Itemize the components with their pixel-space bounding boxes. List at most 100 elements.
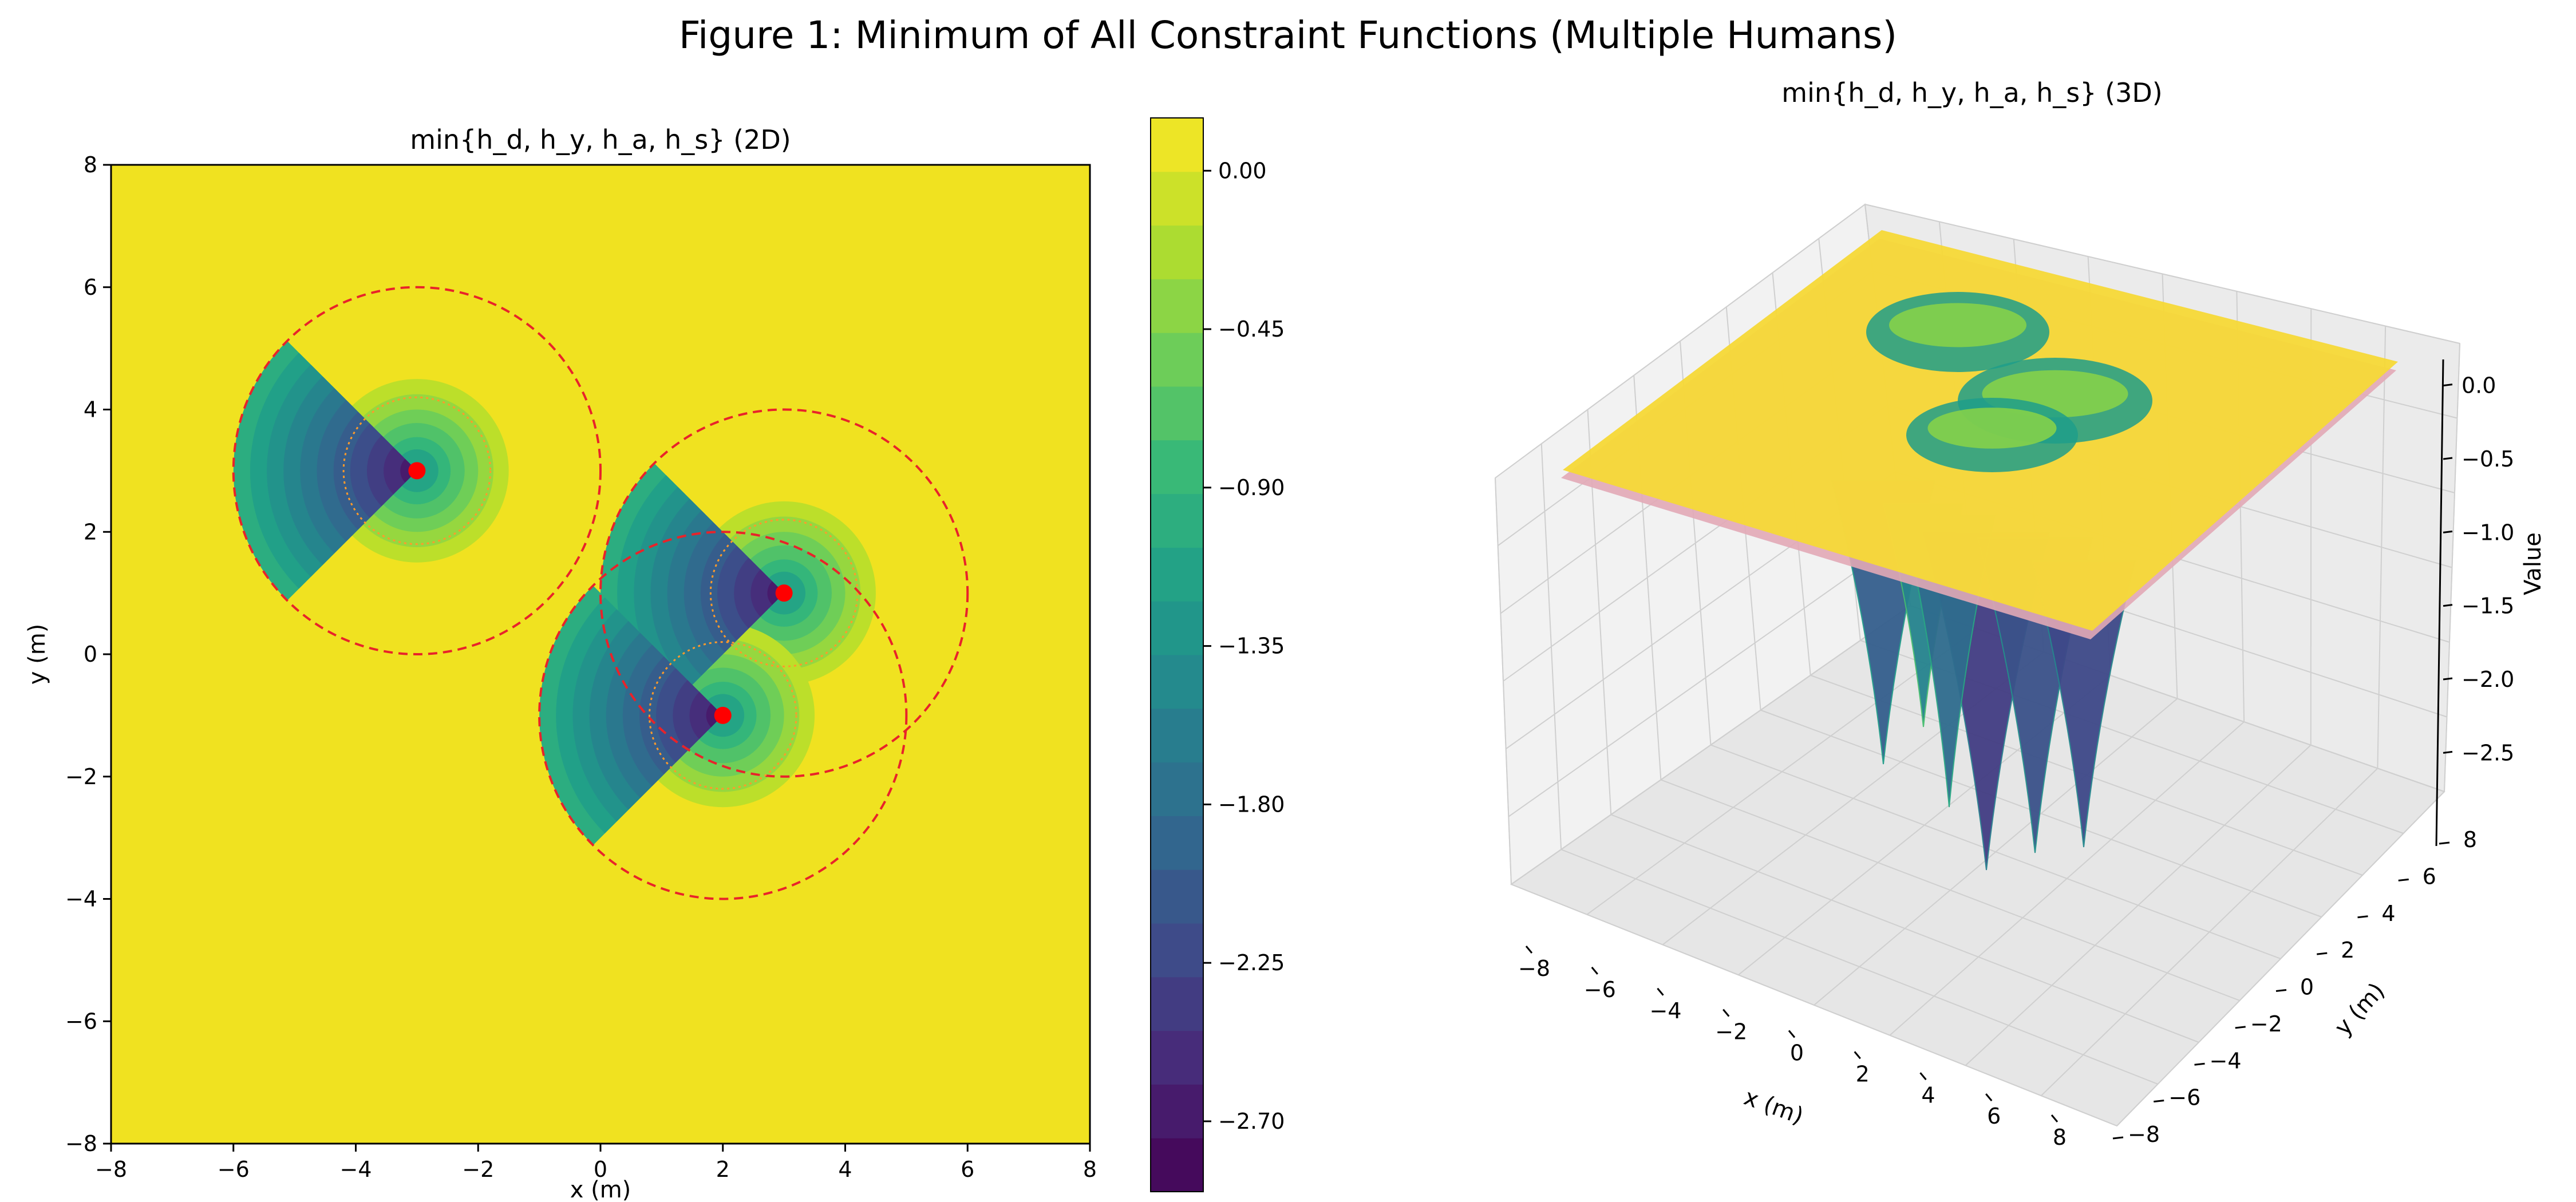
x-tick-label-3d: 2 (1856, 1061, 1870, 1086)
colorbar-band (1151, 547, 1203, 602)
y-tick-label-2d: −4 (65, 887, 97, 912)
colorbar-tick-label: −1.80 (1218, 792, 1285, 817)
panel-2d-title: min{h_d, h_y, h_a, h_s} (2D) (410, 124, 791, 155)
human-1-influence-circle (232, 286, 602, 655)
y-tick-label-3d: −8 (2128, 1122, 2160, 1147)
y-tick-3d (2317, 952, 2328, 955)
y-tick-3d (2275, 989, 2287, 992)
x-tick-label-2d: −4 (339, 1157, 372, 1182)
human-1-inner-circle (342, 396, 492, 545)
wall-grid-line (1495, 204, 1866, 479)
human-3-inner-circle (649, 641, 797, 790)
x-tick-label-2d: 6 (961, 1157, 974, 1182)
floor-grid-line (1710, 744, 2281, 959)
floor-grid-line (1760, 709, 2322, 918)
wall-grid-line (1508, 538, 1903, 817)
colorbar-band (1151, 171, 1203, 226)
floor-grid-line (1965, 745, 2312, 1066)
z-tick-3d (2443, 677, 2453, 681)
z-tick-3d (2443, 530, 2453, 533)
surface-hole-rim (1927, 408, 2057, 449)
y-tick-label-2d: 0 (84, 642, 97, 667)
x-tick-label-2d: −6 (218, 1157, 250, 1182)
panel-3d: min{h_d, h_y, h_a, h_s} (3D) −8 −6 −4 −2 0 2 4… (1494, 77, 2546, 1150)
human-3-influence-circle (538, 531, 908, 900)
heatmap-content (232, 286, 969, 900)
colorbar-tick-label: −0.45 (1218, 317, 1285, 342)
x-tick-label-2d: 4 (838, 1157, 852, 1182)
floor-grid-line (2116, 791, 2445, 1126)
axes-ticks-2d: −8 −6 −4 −2 0 2 4 6 8 −8 −6 −4 −2 0 2 4 6 8 (65, 152, 1097, 1182)
y-tick-3d (2439, 841, 2450, 845)
y-tick-label-3d: 2 (2341, 938, 2354, 963)
z-tick-label-3d: −1.5 (2462, 594, 2514, 619)
x-tick-label-3d: −4 (1649, 998, 1681, 1023)
x-tick-3d (1525, 946, 1533, 954)
x-tick-3d (1657, 987, 1664, 996)
colorbar-tick-label: 0.00 (1218, 158, 1267, 183)
x-tick-3d (1919, 1072, 1927, 1081)
x-tick-label-3d: −6 (1584, 977, 1616, 1002)
z-axis-label-3d: Value (2520, 532, 2546, 595)
colorbar-band (1151, 118, 1203, 172)
colorbar-band (1151, 1138, 1203, 1192)
y-tick-3d (2398, 878, 2409, 881)
human-2-influence-circle (599, 408, 969, 778)
z-tick-3d (2443, 604, 2453, 607)
colorbar-band (1151, 386, 1203, 441)
x-tick-label-3d: −8 (1518, 956, 1550, 981)
colorbar-band (1151, 976, 1203, 1031)
x-tick-label-3d: −2 (1715, 1019, 1747, 1045)
colorbar-band (1151, 708, 1203, 763)
z-tick-label-3d: −0.5 (2462, 446, 2514, 472)
y-tick-3d (2357, 915, 2368, 919)
y-axis-label-2d: y (m) (24, 624, 50, 685)
colorbar-band (1151, 1030, 1203, 1085)
y-tick-label-3d: −4 (2209, 1048, 2241, 1073)
axes-ticks-3d: −8 −6 −4 −2 0 2 4 6 8 −8 −6 −4 −2 0 2 4 6 8 0.0 −0.5 −1.0 −1.… (1518, 359, 2514, 1150)
panel-2d: min{h_d, h_y, h_a, h_s} (2D) −8 −6 −4 −2 0 2 4… (24, 124, 1097, 1202)
z-tick-label-3d: −2.0 (2462, 667, 2514, 692)
x-tick-label-3d: 6 (1987, 1104, 2001, 1129)
colorbar-band (1151, 440, 1203, 495)
y-tick-3d (2235, 1026, 2246, 1029)
colorbar-band (1151, 333, 1203, 387)
y-tick-label-2d: −2 (65, 764, 97, 789)
y-axis-label-3d: y (m) (2330, 978, 2390, 1041)
x-axis-label-2d: x (m) (570, 1177, 631, 1202)
colorbar: 0.00 −0.45 −0.90 −1.35 −1.80 −2.25 −2.70 (1150, 117, 1285, 1192)
y-tick-label-3d: 6 (2423, 864, 2436, 889)
colorbar-band (1151, 601, 1203, 655)
x-tick-3d (1985, 1093, 1993, 1102)
colorbar-band (1151, 923, 1203, 978)
human-2-marker (775, 584, 793, 602)
z-tick-3d (2443, 383, 2453, 387)
wall-grid-line (1511, 605, 1911, 885)
colorbar-frame (1150, 117, 1204, 1192)
x-tick-label-2d: 2 (716, 1157, 730, 1182)
wall-grid-line (1864, 204, 2460, 344)
y-tick-3d (2194, 1062, 2205, 1066)
x-tick-3d (1854, 1051, 1861, 1059)
surface-holes (1866, 292, 2152, 472)
y-tick-label-2d: 6 (84, 275, 97, 300)
x-tick-label-3d: 0 (1790, 1041, 1804, 1066)
y-tick-3d (2154, 1100, 2164, 1103)
y-tick-label-3d: 8 (2463, 827, 2477, 852)
z-tick-label-3d: −2.5 (2462, 740, 2514, 765)
x-tick-3d (1722, 1009, 1730, 1017)
colorbar-band (1151, 279, 1203, 333)
y-tick-label-2d: 8 (84, 152, 97, 177)
x-tick-3d (1788, 1030, 1796, 1038)
z-tick-label-3d: −1.0 (2462, 520, 2514, 545)
floor-grid-line (1889, 721, 2245, 1036)
colorbar-tick-label: −0.90 (1218, 475, 1285, 500)
x-tick-label-2d: 0 (594, 1157, 607, 1182)
colorbar-tick-label: −2.70 (1218, 1109, 1285, 1134)
panel-3d-title: min{h_d, h_y, h_a, h_s} (3D) (1781, 77, 2162, 108)
colorbar-bands (1151, 118, 1203, 1192)
figure-title: Figure 1: Minimum of All Constraint Func… (679, 13, 1897, 57)
z-tick-3d (2443, 457, 2453, 460)
z-tick-3d (2443, 750, 2453, 754)
